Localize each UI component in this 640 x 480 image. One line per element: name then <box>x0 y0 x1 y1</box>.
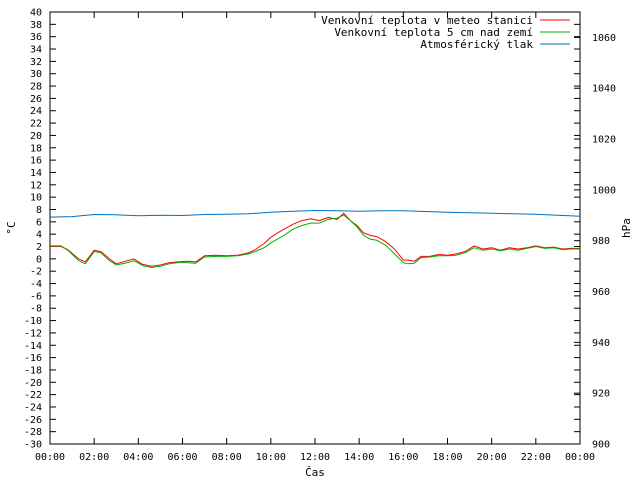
y-tick-label: 26 <box>30 94 42 105</box>
y2-tick-label: 980 <box>592 236 610 247</box>
y-tick-label: -28 <box>24 427 42 438</box>
y-tick-label: 28 <box>30 82 42 93</box>
y2-axis-title: hPa <box>620 218 633 238</box>
x-tick-label: 12:00 <box>300 452 330 463</box>
legend: Venkovní teplota v meteo staniciVenkovní… <box>321 14 570 51</box>
x-tick-label: 04:00 <box>123 452 153 463</box>
x-tick-label: 22:00 <box>521 452 551 463</box>
y-axis-title: °C <box>5 221 18 234</box>
legend-label: Venkovní teplota v meteo stanici <box>321 14 533 27</box>
y-tick-label: 34 <box>30 45 42 56</box>
y-tick-label: 30 <box>30 69 42 80</box>
x-tick-label: 16:00 <box>388 452 418 463</box>
y-tick-label: 12 <box>30 180 42 191</box>
y-tick-label: -16 <box>24 353 42 364</box>
series-layer <box>49 210 581 268</box>
y-tick-label: -18 <box>24 365 42 376</box>
y-tick-label: -12 <box>24 328 42 339</box>
y-tick-label: -2 <box>30 267 42 278</box>
series-line-3 <box>49 210 581 218</box>
y-tick-label: 16 <box>30 156 42 167</box>
y-tick-label: -14 <box>24 341 42 352</box>
x-tick-label: 02:00 <box>79 452 109 463</box>
y-tick-label: 36 <box>30 32 42 43</box>
legend-label: Atmosférický tlak <box>420 38 533 51</box>
y2-tick-label: 900 <box>592 440 610 451</box>
y-tick-label: 32 <box>30 57 42 68</box>
y-tick-label: 40 <box>30 8 42 19</box>
y-tick-label: -8 <box>30 304 42 315</box>
x-tick-label: 00:00 <box>565 452 595 463</box>
y-tick-label: -20 <box>24 378 42 389</box>
y-tick-label: 14 <box>30 168 42 179</box>
y-tick-label: -26 <box>24 415 42 426</box>
series-line-1 <box>50 212 580 267</box>
y-tick-label: 24 <box>30 106 42 117</box>
x-tick-label: 18:00 <box>432 452 462 463</box>
y2-tick-label: 1040 <box>592 84 616 95</box>
plot-frame <box>49 11 581 445</box>
legend-label: Venkovní teplota 5 cm nad zemí <box>334 26 533 39</box>
x-axis-title: Čas <box>305 466 325 479</box>
y-tick-label: 38 <box>30 20 42 31</box>
y-tick-label: -24 <box>24 402 42 413</box>
y-tick-label: 0 <box>36 254 42 265</box>
y-tick-label: 20 <box>30 131 42 142</box>
axis-ticks: -30-28-26-24-22-20-18-16-14-12-10-8-6-4-… <box>24 8 616 464</box>
series-line-2 <box>50 214 580 268</box>
x-tick-label: 06:00 <box>167 452 197 463</box>
y-tick-label: -10 <box>24 316 42 327</box>
y-tick-label: -22 <box>24 390 42 401</box>
y-tick-label: -6 <box>30 291 42 302</box>
y-tick-label: 4 <box>36 230 42 241</box>
y2-tick-label: 1020 <box>592 135 616 146</box>
y2-tick-label: 960 <box>592 287 610 298</box>
y-tick-label: -30 <box>24 440 42 451</box>
y2-tick-label: 1000 <box>592 185 616 196</box>
y-tick-label: 18 <box>30 143 42 154</box>
y2-tick-label: 920 <box>592 389 610 400</box>
y-tick-label: 6 <box>36 217 42 228</box>
y2-tick-label: 940 <box>592 338 610 349</box>
y-tick-label: -4 <box>30 279 42 290</box>
y-tick-label: 8 <box>36 205 42 216</box>
x-tick-label: 20:00 <box>477 452 507 463</box>
x-tick-label: 14:00 <box>344 452 374 463</box>
x-tick-label: 00:00 <box>35 452 65 463</box>
y-tick-label: 22 <box>30 119 42 130</box>
y-tick-label: 2 <box>36 242 42 253</box>
y-tick-label: 10 <box>30 193 42 204</box>
y2-tick-label: 1060 <box>592 33 616 44</box>
x-tick-label: 10:00 <box>256 452 286 463</box>
x-tick-label: 08:00 <box>212 452 242 463</box>
